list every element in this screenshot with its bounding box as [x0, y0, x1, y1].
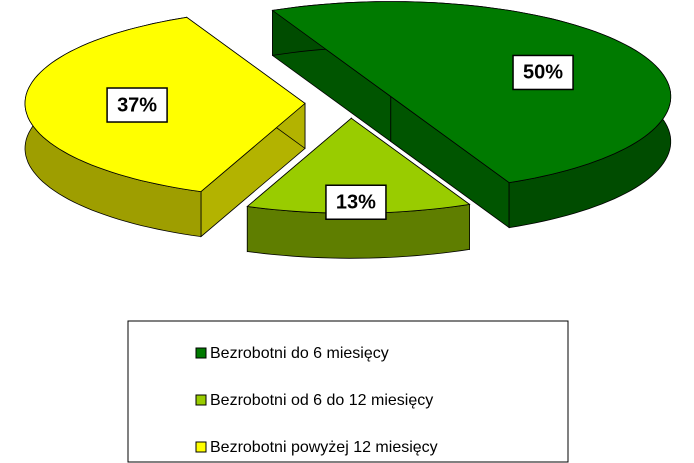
legend-label: Bezrobotni do 6 miesięcy	[210, 345, 389, 362]
data-label-box	[325, 184, 387, 220]
legend-label: Bezrobotni od 6 do 12 miesięcy	[210, 392, 433, 409]
legend-swatch	[195, 441, 207, 453]
legend-swatch	[195, 394, 207, 406]
slice-top	[271, 1, 672, 184]
legend-swatch	[195, 347, 207, 359]
data-label-box	[512, 54, 574, 91]
data-label: 13%	[336, 192, 376, 214]
data-label-box	[106, 87, 168, 123]
legend-label: Bezrobotni powyżej 12 miesięcy	[210, 439, 438, 456]
data-label: 50%	[523, 62, 563, 84]
legend-box	[127, 320, 569, 463]
data-labels: 50% 13% 37%	[106, 54, 574, 220]
legend: Bezrobotni do 6 miesięcy Bezrobotni od 6 …	[195, 345, 438, 456]
pie-slice	[246, 117, 471, 259]
data-label: 37%	[117, 94, 157, 116]
